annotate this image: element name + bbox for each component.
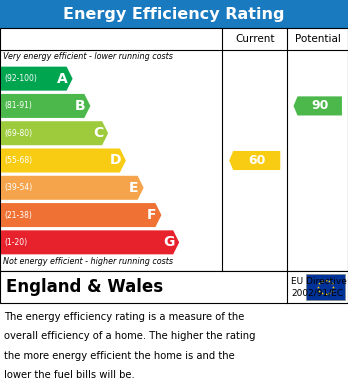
Text: EU Directive
2002/91/EC: EU Directive 2002/91/EC: [291, 277, 347, 297]
Text: G: G: [163, 235, 174, 249]
Text: (92-100): (92-100): [4, 74, 37, 83]
Text: (21-38): (21-38): [4, 211, 32, 220]
Polygon shape: [229, 151, 280, 170]
Text: England & Wales: England & Wales: [6, 278, 163, 296]
Polygon shape: [1, 66, 73, 91]
Text: E: E: [129, 181, 139, 195]
Text: Very energy efficient - lower running costs: Very energy efficient - lower running co…: [3, 52, 173, 61]
Text: (39-54): (39-54): [4, 183, 32, 192]
Text: lower the fuel bills will be.: lower the fuel bills will be.: [4, 370, 135, 380]
Text: C: C: [93, 126, 103, 140]
Bar: [0, 271, 348, 303]
Text: the more energy efficient the home is and the: the more energy efficient the home is an…: [4, 351, 235, 361]
Polygon shape: [293, 96, 342, 115]
Bar: [306, 274, 345, 300]
Polygon shape: [1, 203, 161, 227]
Polygon shape: [1, 176, 144, 200]
Text: (81-91): (81-91): [4, 101, 32, 110]
Polygon shape: [1, 121, 108, 145]
Text: B: B: [75, 99, 85, 113]
Text: A: A: [57, 72, 68, 86]
Text: Energy Efficiency Rating: Energy Efficiency Rating: [63, 7, 285, 22]
Text: Not energy efficient - higher running costs: Not energy efficient - higher running co…: [3, 257, 173, 266]
Polygon shape: [1, 94, 90, 118]
Text: Current: Current: [235, 34, 275, 44]
Bar: [0, 0, 348, 28]
Text: The energy efficiency rating is a measure of the: The energy efficiency rating is a measur…: [4, 312, 244, 322]
Text: (1-20): (1-20): [4, 238, 27, 247]
Polygon shape: [1, 230, 179, 255]
Polygon shape: [1, 149, 126, 172]
Text: Potential: Potential: [295, 34, 341, 44]
Text: D: D: [109, 154, 121, 167]
Text: overall efficiency of a home. The higher the rating: overall efficiency of a home. The higher…: [4, 331, 255, 341]
Text: 60: 60: [248, 154, 266, 167]
Bar: [0, 28, 348, 271]
Text: (55-68): (55-68): [4, 156, 32, 165]
Text: (69-80): (69-80): [4, 129, 32, 138]
Text: 90: 90: [311, 99, 329, 113]
Text: F: F: [147, 208, 156, 222]
